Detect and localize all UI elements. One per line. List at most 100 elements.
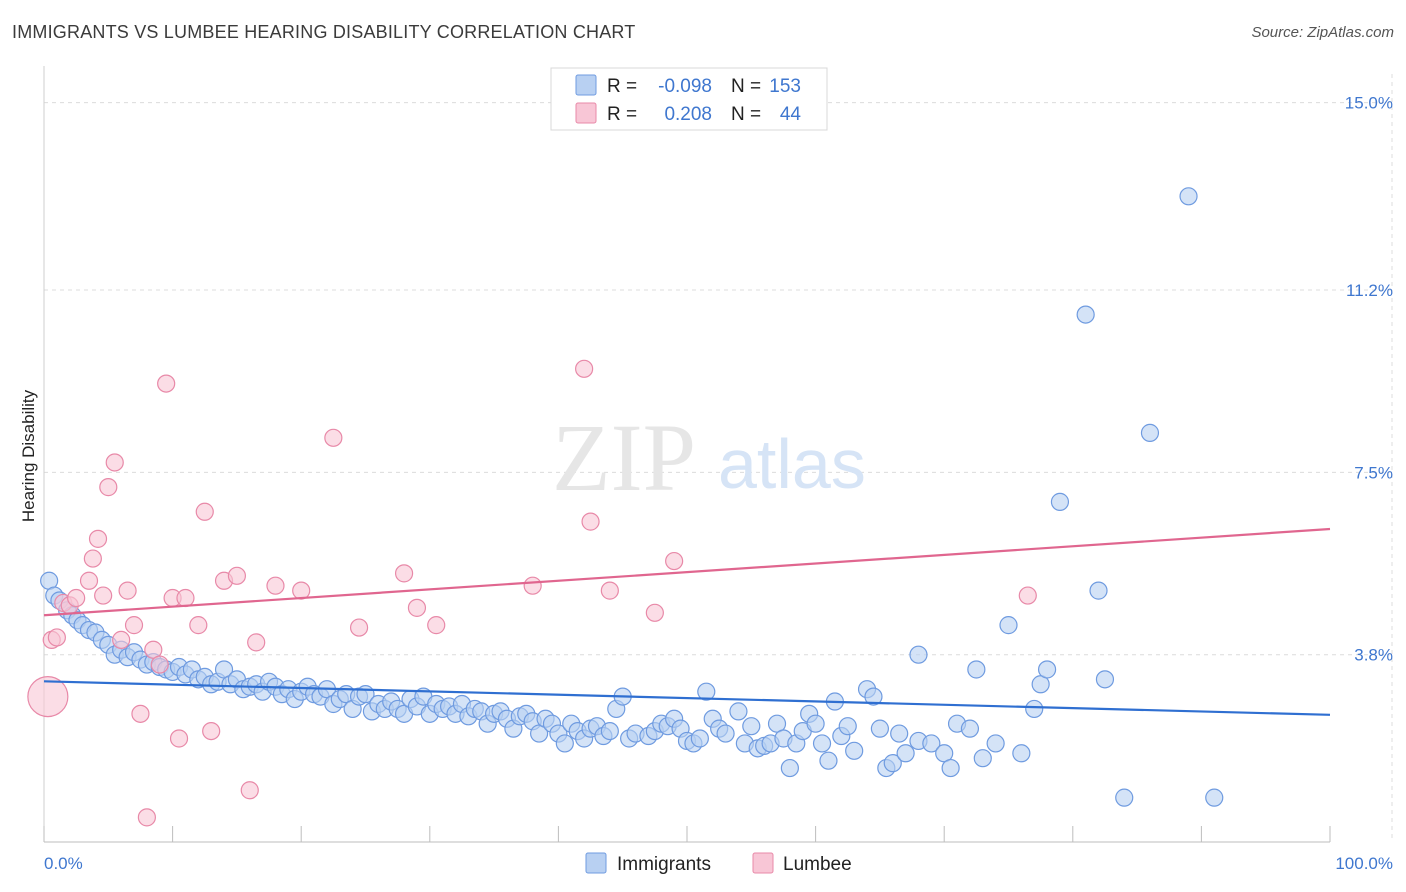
immigrants-point	[870, 719, 890, 738]
immigrants-point	[1076, 305, 1095, 324]
immigrants-point	[1140, 423, 1160, 442]
lumbee-point	[394, 564, 414, 583]
lumbee-point	[176, 588, 195, 608]
lumbee-point	[189, 616, 208, 635]
immigrants-point	[729, 702, 748, 721]
trendlines	[43, 527, 1331, 716]
immigrants-point	[742, 717, 761, 736]
immigrants-point	[600, 721, 619, 741]
immigrants-point	[838, 717, 857, 736]
chart-title: IMMIGRANTS VS LUMBEE HEARING DISABILITY …	[12, 22, 636, 42]
lumbee-point	[523, 576, 542, 595]
bottom-legend-lumbee: Lumbee	[783, 854, 852, 875]
lumbee-point	[79, 571, 99, 590]
lumbee-point	[581, 512, 600, 531]
lumbee-point	[1018, 586, 1037, 605]
series-immigrants	[40, 187, 1224, 807]
x-tick-labels: 0.0% 100.0%	[44, 854, 1393, 873]
immigrants-point	[1050, 492, 1070, 511]
legend-n-value: 153	[769, 76, 801, 97]
legend-r-label: R =	[607, 76, 637, 97]
lumbee-point	[349, 618, 369, 637]
lumbee-point	[266, 576, 285, 595]
lumbee-point	[645, 603, 664, 622]
lumbee-trendline	[43, 527, 1331, 617]
lumbee-point	[665, 551, 684, 571]
immigrants-point	[864, 687, 883, 706]
immigrants-point	[716, 724, 735, 743]
watermark-zip: ZIP	[552, 404, 696, 511]
lumbee-point	[99, 478, 118, 497]
lumbee-point	[324, 428, 343, 447]
legend: R = -0.098 N = 153 R = 0.208 N = 44	[550, 67, 828, 131]
immigrants-point	[780, 758, 799, 778]
y-axis-label: Hearing Disability	[19, 389, 38, 522]
lumbee-point	[202, 721, 221, 741]
immigrants-point	[1037, 660, 1057, 679]
immigrants-point	[967, 660, 986, 679]
lumbee-point	[88, 529, 108, 548]
immigrants-point	[986, 734, 1005, 753]
gridlines	[44, 74, 1393, 842]
immigrants-point	[883, 754, 902, 773]
legend-n-label: N =	[731, 76, 761, 97]
bottom-legend-swatch-lumbee	[752, 852, 774, 874]
immigrants-point	[999, 616, 1018, 635]
immigrants-point	[922, 734, 941, 753]
bottom-legend-immigrants: Immigrants	[617, 854, 711, 875]
immigrants-point	[1089, 581, 1108, 600]
legend-swatch-immigrants	[575, 74, 597, 96]
immigrants-point	[690, 729, 709, 748]
lumbee-point	[600, 581, 619, 600]
lumbee-point	[157, 374, 176, 393]
lumbee-point	[27, 675, 69, 718]
lumbee-point	[47, 628, 66, 647]
series-lumbee	[27, 359, 1037, 827]
lumbee-point	[118, 581, 137, 600]
immigrants-point	[845, 741, 864, 760]
immigrants-point	[890, 724, 909, 743]
legend-r-value: -0.098	[658, 76, 712, 97]
lumbee-point	[131, 704, 150, 723]
bottom-legend-swatch-immigrants	[585, 852, 607, 874]
immigrants-point	[1205, 788, 1224, 807]
immigrants-point	[819, 751, 838, 770]
lumbee-point	[407, 598, 427, 617]
x-tick-label: 100.0%	[1335, 854, 1393, 873]
immigrants-point	[697, 682, 716, 701]
immigrants-point	[896, 744, 915, 763]
y-tick-label: 15.0%	[1345, 94, 1393, 113]
lumbee-point	[169, 729, 189, 748]
immigrants-point	[1115, 788, 1134, 807]
legend-box	[550, 67, 828, 131]
legend-n-value: 44	[780, 104, 802, 125]
immigrants-point	[1179, 187, 1198, 206]
lumbee-point	[150, 655, 169, 674]
lumbee-point	[137, 808, 156, 827]
immigrants-point	[555, 734, 574, 753]
lumbee-point	[240, 781, 259, 800]
immigrants-trendline	[43, 680, 1331, 716]
lumbee-point	[112, 630, 131, 650]
lumbee-point	[247, 633, 266, 652]
bottom-legend: Immigrants Lumbee	[585, 852, 852, 875]
immigrants-point	[806, 714, 825, 733]
y-tick-label: 3.8%	[1354, 646, 1393, 665]
lumbee-point	[292, 581, 311, 600]
lumbee-point	[427, 616, 446, 635]
immigrants-point	[909, 645, 928, 664]
immigrants-point	[960, 719, 980, 738]
legend-swatch-lumbee	[575, 102, 597, 124]
lumbee-point	[124, 616, 144, 635]
lumbee-point	[227, 566, 246, 585]
legend-r-value: 0.208	[664, 104, 712, 125]
legend-r-label: R =	[607, 104, 637, 125]
immigrants-point	[941, 758, 960, 778]
lumbee-point	[105, 453, 124, 472]
watermark-atlas: atlas	[718, 425, 866, 503]
lumbee-point	[67, 588, 86, 608]
lumbee-point	[94, 586, 113, 605]
immigrants-point	[973, 749, 992, 768]
y-tick-label: 11.2%	[1346, 281, 1393, 300]
